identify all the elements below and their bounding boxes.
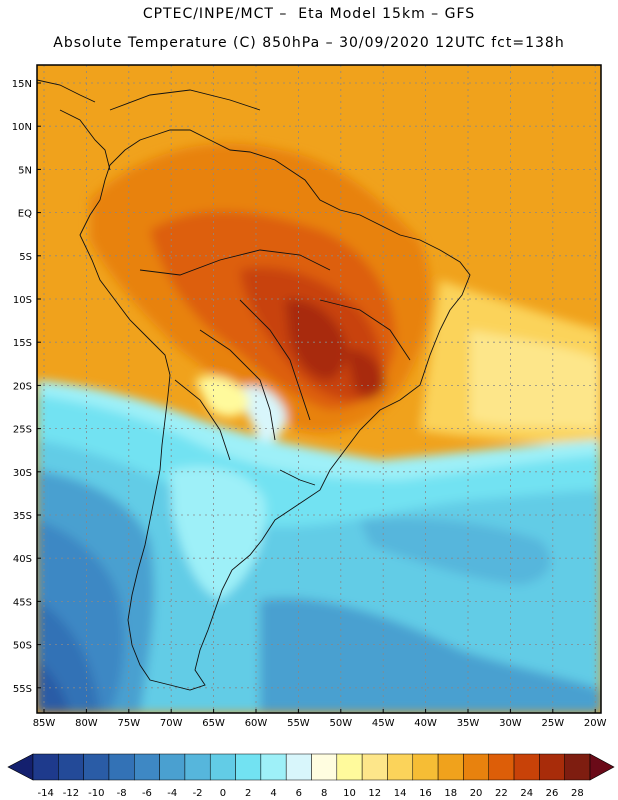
lat-label: 50S [13,641,32,652]
colorbar-swatch [32,753,59,781]
border-line [199,329,276,441]
colorbar-swatch [463,753,489,781]
colorbar-swatch [311,753,338,781]
lon-label: 45W [372,718,395,729]
colorbar-swatch [336,753,363,781]
colorbar-label: -4 [167,788,177,799]
colorbar-swatch [83,753,110,781]
lon-label: 50W [329,718,352,729]
colorbar-over-arrow [589,753,615,781]
colorbar-label: 14 [394,788,407,799]
border-line [139,249,331,276]
longitude-labels: 85W 80W 75W 70W 65W 60W 55W 50W 45W 40W 35W 30W 25W 2… [33,709,607,729]
lon-label: 70W [160,718,183,729]
temperature-field [37,65,601,713]
colorbar-swatch [412,753,439,781]
colorbar-swatch [539,753,565,781]
colorbar-label: -12 [63,788,79,799]
caribbean-coast [109,89,261,111]
colorbar-label: -14 [37,788,53,799]
lon-label: 85W [33,718,56,729]
colorbar-swatch [285,753,312,781]
colorbar-swatch [513,753,540,781]
border-line [279,469,316,486]
lon-label: 40W [414,718,437,729]
lon-label: 20W [584,718,607,729]
lon-label: 55W [287,718,310,729]
colorbar-swatch [260,753,287,781]
colorbar-swatch [209,753,236,781]
colorbar-label: 6 [296,788,302,799]
colorbar-swatch [361,753,388,781]
colorbar-label: 2 [245,788,251,799]
lat-label: 5N [18,165,32,176]
lat-label: 5S [19,252,32,263]
lat-label: 35S [13,511,32,522]
lat-label: 45S [13,597,32,608]
colorbar: -14 -12 -10 -8 -6 -4 -2 0 2 4 6 8 10 12 14 16 18 20 22 24 26… [7,753,615,799]
lat-label: 55S [13,684,32,695]
colorbar-label: 0 [220,788,226,799]
lat-label: 25S [13,425,32,436]
lat-label: 15S [13,338,32,349]
border-line [239,299,311,421]
map-frame [36,64,602,714]
colorbar-label: 22 [495,788,508,799]
colorbar-label: -6 [142,788,152,799]
coastline-layer [37,79,471,691]
latitude-labels: 15N 10N 5N EQ 5S 10S 15S 20S 25S 30S 35S 40S 45S 50S 5… [12,79,41,695]
lon-label: 65W [202,718,225,729]
lat-label: 15N [12,79,32,90]
colorbar-label: 18 [444,788,457,799]
colorbar-label: 10 [343,788,356,799]
colorbar-label: 26 [546,788,559,799]
colorbar-label: -8 [117,788,127,799]
lon-label: 75W [117,718,140,729]
lon-label: 25W [541,718,564,729]
colorbar-label: 24 [520,788,533,799]
lon-label: 60W [245,718,268,729]
lat-label: EQ [18,209,32,220]
colorbar-under-arrow [7,753,34,781]
colorbar-swatch [488,753,515,781]
caribbean-islands [37,79,96,103]
colorbar-swatch [58,753,84,781]
colorbar-label: 8 [321,788,327,799]
colorbar-swatch [159,753,186,781]
south-america-coast [79,129,471,691]
colorbar-swatch [184,753,211,781]
lon-label: 30W [499,718,522,729]
central-america-coast [59,109,111,171]
colorbar-swatch [108,753,135,781]
lon-label: 35W [457,718,480,729]
colorbar-label: 20 [470,788,483,799]
colorbar-label: 16 [419,788,432,799]
colorbar-label: 4 [270,788,276,799]
colorbar-swatch [564,753,591,781]
colorbar-label: 28 [571,788,584,799]
colorbar-label: -10 [88,788,104,799]
map-title-line2: Absolute Temperature (C) 850hPa – 30/09/… [53,35,565,51]
lat-label: 20S [13,381,32,392]
lat-label: 30S [13,468,32,479]
lat-label: 10N [12,122,32,133]
colorbar-swatch [134,753,160,781]
graticule [37,65,601,713]
border-line [174,379,231,461]
border-line [319,299,411,361]
colorbar-label: -2 [193,788,203,799]
lon-label: 80W [75,718,98,729]
lat-label: 10S [13,295,32,306]
map-title-line1: CPTEC/INPE/MCT – Eta Model 15km – GFS [142,6,476,22]
colorbar-label: 12 [368,788,381,799]
colorbar-swatch [235,753,262,781]
lat-label: 40S [13,554,32,565]
colorbar-swatch [387,753,414,781]
colorbar-swatch [437,753,464,781]
